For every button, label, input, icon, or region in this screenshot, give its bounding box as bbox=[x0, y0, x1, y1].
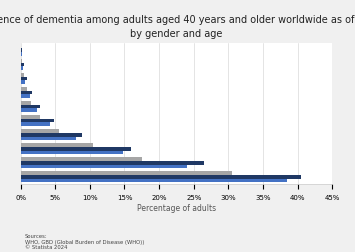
Bar bbox=[21, 158, 142, 161]
Bar bbox=[21, 102, 31, 105]
Bar bbox=[21, 49, 22, 53]
Bar bbox=[21, 91, 32, 95]
Bar bbox=[21, 137, 76, 141]
Bar bbox=[21, 147, 131, 151]
Bar bbox=[21, 179, 287, 183]
Bar bbox=[21, 144, 93, 147]
Bar bbox=[21, 161, 204, 165]
Bar bbox=[21, 74, 24, 77]
Bar bbox=[21, 165, 187, 169]
Bar bbox=[21, 109, 37, 113]
Bar bbox=[21, 119, 54, 123]
Bar bbox=[21, 123, 50, 127]
X-axis label: Percentage of adults: Percentage of adults bbox=[137, 203, 216, 212]
Bar bbox=[21, 53, 22, 56]
Bar bbox=[21, 60, 22, 63]
Bar bbox=[21, 130, 59, 133]
Bar bbox=[21, 116, 40, 119]
Bar bbox=[21, 172, 232, 175]
Text: Sources:
WHO, GBD (Global Burden of Disease (WHO))
© Statista 2024: Sources: WHO, GBD (Global Burden of Dise… bbox=[25, 233, 144, 249]
Title: Prevalence of dementia among adults aged 40 years and older worldwide as of 2019: Prevalence of dementia among adults aged… bbox=[0, 15, 355, 39]
Bar bbox=[21, 133, 82, 137]
Bar bbox=[21, 81, 26, 85]
Bar bbox=[21, 67, 23, 71]
Bar bbox=[21, 175, 301, 179]
Bar bbox=[21, 95, 29, 99]
Bar bbox=[21, 105, 40, 109]
Bar bbox=[21, 77, 27, 81]
Bar bbox=[21, 63, 24, 67]
Bar bbox=[21, 151, 123, 155]
Bar bbox=[21, 88, 27, 91]
